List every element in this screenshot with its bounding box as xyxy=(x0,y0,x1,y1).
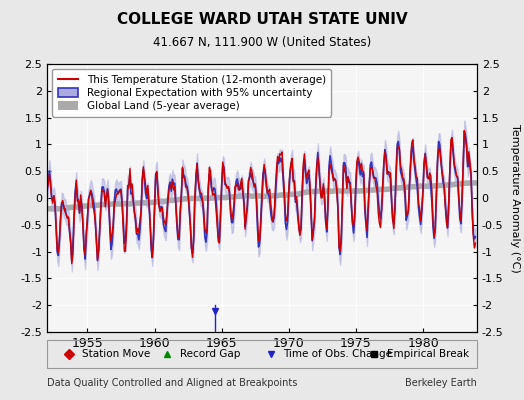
Text: Berkeley Earth: Berkeley Earth xyxy=(405,378,477,388)
Y-axis label: Temperature Anomaly (°C): Temperature Anomaly (°C) xyxy=(510,124,520,272)
Legend: This Temperature Station (12-month average), Regional Expectation with 95% uncer: This Temperature Station (12-month avera… xyxy=(52,69,331,116)
Text: Station Move: Station Move xyxy=(82,349,150,359)
Text: Empirical Break: Empirical Break xyxy=(387,349,469,359)
Text: COLLEGE WARD UTAH STATE UNIV: COLLEGE WARD UTAH STATE UNIV xyxy=(117,12,407,27)
Text: Data Quality Controlled and Aligned at Breakpoints: Data Quality Controlled and Aligned at B… xyxy=(47,378,298,388)
Text: Time of Obs. Change: Time of Obs. Change xyxy=(283,349,392,359)
Text: 41.667 N, 111.900 W (United States): 41.667 N, 111.900 W (United States) xyxy=(153,36,371,49)
Text: Record Gap: Record Gap xyxy=(180,349,241,359)
